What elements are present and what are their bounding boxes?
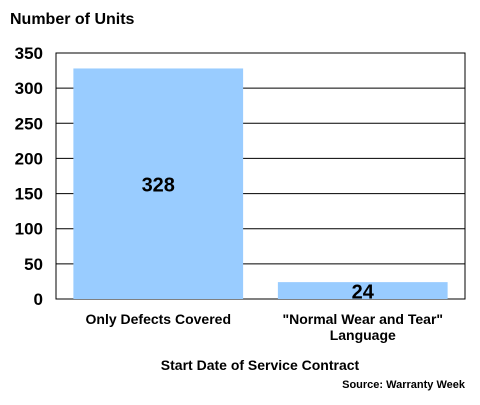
data-label: 24 [352, 282, 375, 304]
data-label: 328 [142, 175, 175, 197]
x-tick-labels: Only Defects Covered "Normal Wear and Tea… [86, 311, 444, 343]
y-tick-label: 100 [15, 220, 43, 239]
x-tick-label: Language [330, 327, 396, 343]
y-tick-label: 150 [15, 185, 43, 204]
y-tick-labels: 0 50 100 150 200 250 300 350 [15, 44, 43, 309]
data-labels: 328 24 [142, 175, 375, 304]
y-axis-title: Number of Units [10, 11, 135, 28]
y-tick-label: 350 [15, 44, 43, 63]
plot-frame [55, 52, 466, 300]
bar [73, 68, 244, 299]
x-tick-label: Only Defects Covered [86, 311, 232, 327]
y-tick-label: 300 [15, 79, 43, 98]
source-note: Source: Warranty Week [342, 379, 466, 391]
x-tick-label: "Normal Wear and Tear" [282, 311, 443, 327]
y-tick-label: 200 [15, 149, 43, 168]
y-tick-label: 0 [34, 290, 43, 309]
bars [73, 68, 448, 299]
y-tick-label: 250 [15, 114, 43, 133]
bar [277, 282, 448, 299]
y-tick-label: 50 [24, 255, 43, 274]
x-axis-title: Start Date of Service Contract [161, 357, 360, 373]
